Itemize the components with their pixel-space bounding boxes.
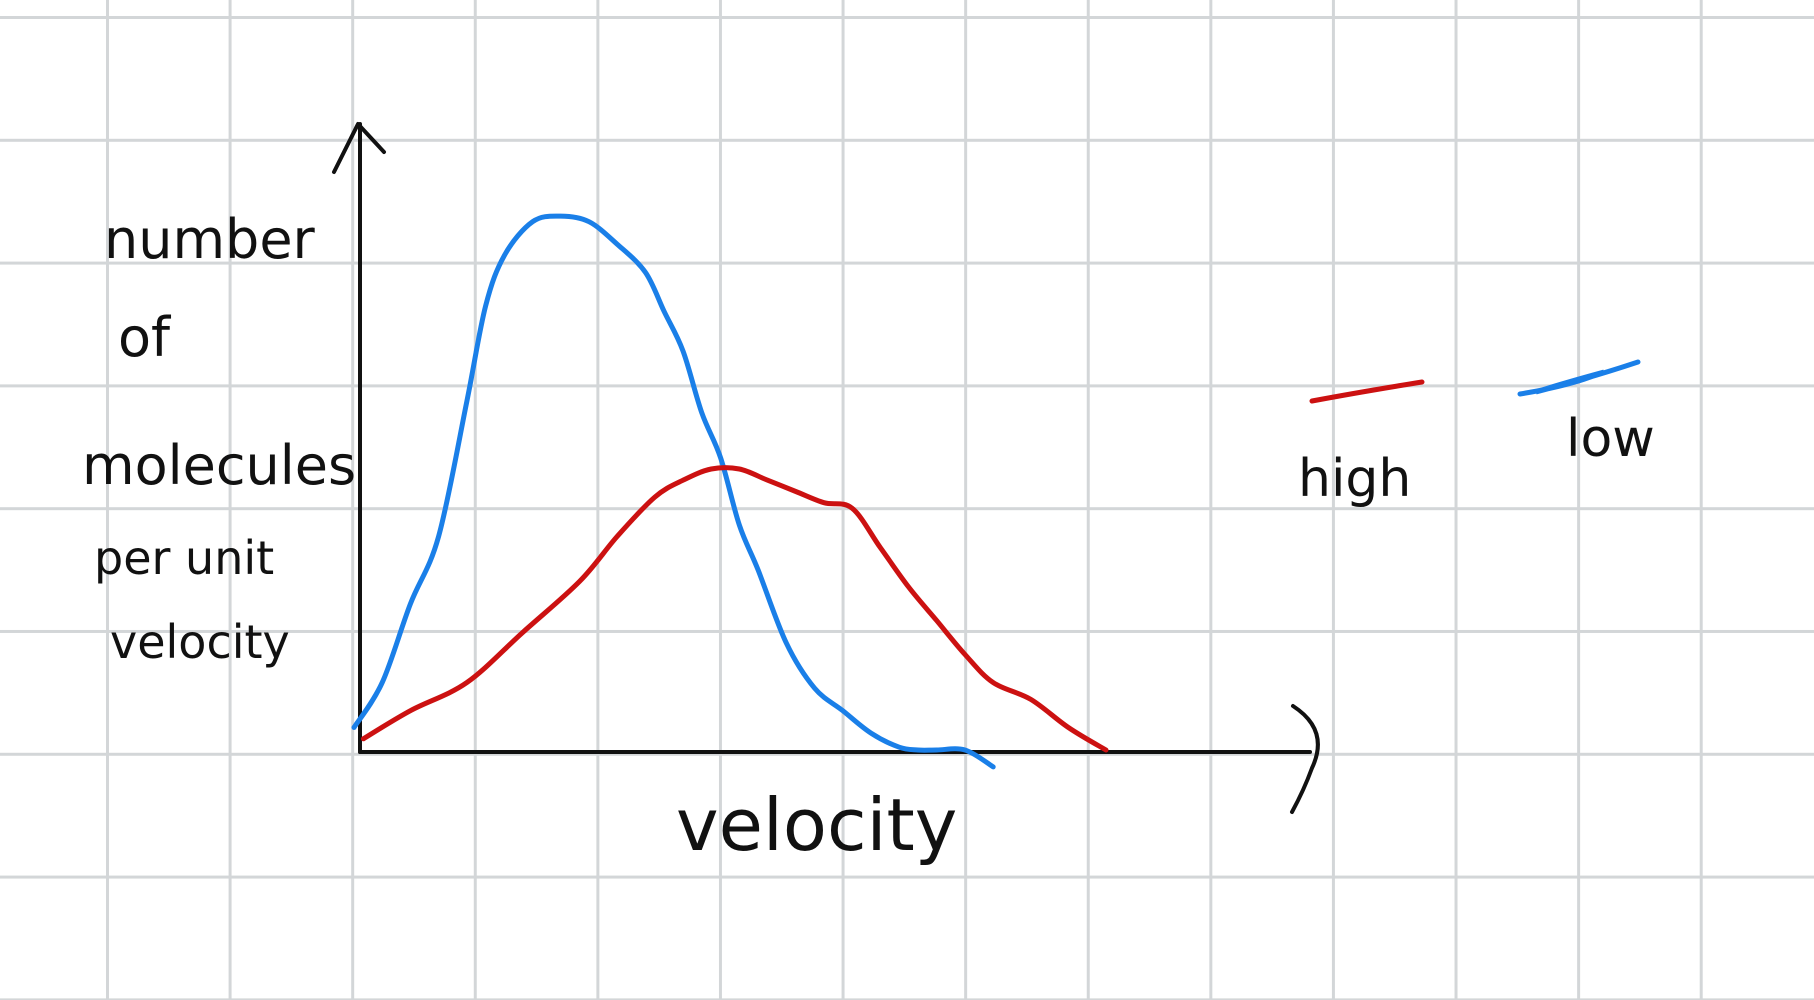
y-axis-label: number of molecules per unit velocity <box>82 208 356 669</box>
legend-low-label: low <box>1566 409 1655 469</box>
legend-low-swatch <box>1517 359 1641 397</box>
x-axis-label: velocity <box>676 783 957 867</box>
y-label-line-4: per unit <box>94 531 274 585</box>
x-axis-arrowhead <box>1290 704 1320 814</box>
legend-high-swatch <box>1309 379 1425 404</box>
y-label-line-1: number <box>104 208 316 271</box>
series-line-low <box>351 213 996 770</box>
y-label-line-3: molecules <box>82 434 356 497</box>
axes <box>332 122 1320 814</box>
y-axis-arrowhead <box>332 122 386 174</box>
y-label-line-2: of <box>118 306 172 369</box>
series-line-high <box>360 465 1109 753</box>
legend: high low <box>1298 359 1655 509</box>
y-label-line-5: velocity <box>110 615 290 669</box>
series-layer <box>351 213 1109 770</box>
legend-high-label: high <box>1298 449 1411 509</box>
